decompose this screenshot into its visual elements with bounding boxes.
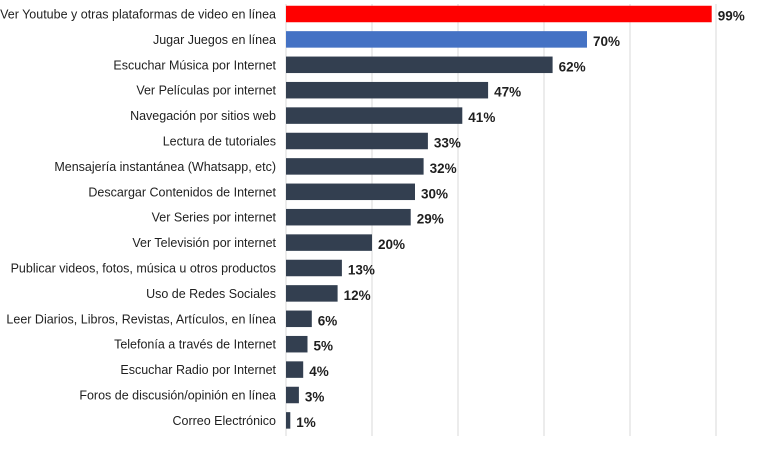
bar (286, 56, 553, 74)
bar (286, 208, 411, 226)
bar (286, 183, 415, 201)
value-label: 3% (305, 390, 325, 405)
category-label: Foros de discusión/opinión en línea (79, 389, 276, 403)
value-label: 33% (434, 136, 461, 151)
bar (286, 259, 342, 277)
category-label: Ver Televisión por internet (132, 236, 276, 250)
value-label: 99% (718, 9, 745, 24)
category-label: Telefonía a través de Internet (114, 338, 276, 352)
bar (286, 5, 712, 23)
bar (286, 310, 312, 328)
category-label: Publicar videos, fotos, música u otros p… (11, 262, 276, 276)
value-label: 62% (559, 59, 586, 74)
category-label: Ver Series por internet (152, 211, 277, 225)
category-label: Jugar Juegos en línea (153, 33, 276, 47)
bar (286, 81, 489, 99)
category-label: Ver Películas por internet (136, 84, 276, 98)
category-labels: Ver Youtube y otras plataformas de video… (0, 8, 276, 428)
value-label: 70% (593, 34, 620, 49)
value-label: 47% (494, 85, 521, 100)
bar (286, 234, 372, 251)
category-label: Mensajería instantánea (Whatsapp, etc) (54, 160, 276, 174)
bar (286, 285, 338, 302)
category-label: Descargar Contenidos de Internet (88, 185, 276, 199)
value-label: 6% (318, 313, 338, 328)
bar (286, 361, 304, 378)
value-label: 29% (417, 212, 444, 227)
value-label: 1% (296, 415, 316, 430)
category-label: Ver Youtube y otras plataformas de video… (0, 8, 276, 22)
value-label: 41% (468, 110, 495, 125)
value-labels: 99% 70% 62% 47% 41% 33% 32% 30% 29% 20%13% 12% 6% 5%… (296, 9, 744, 430)
category-label: Leer Diarios, Libros, Revistas, Artículo… (6, 312, 276, 326)
value-label: 5% (314, 339, 334, 354)
bars-group (286, 5, 712, 429)
bar (286, 107, 463, 124)
value-label: 20% (378, 237, 405, 252)
category-label: Escuchar Radio por Internet (120, 363, 276, 377)
bar (286, 386, 299, 404)
bar (286, 158, 424, 175)
bar (286, 335, 308, 353)
value-label: 32% (430, 161, 457, 176)
value-label: 30% (421, 186, 448, 201)
value-label: 13% (348, 263, 375, 278)
bar (286, 412, 291, 429)
value-label: 4% (309, 364, 329, 379)
bar (286, 31, 587, 48)
category-label: Navegación por sitios web (130, 109, 276, 123)
bar (286, 132, 428, 150)
value-label: 12% (344, 288, 371, 303)
category-label: Lectura de tutoriales (163, 135, 276, 149)
category-label: Uso de Redes Sociales (146, 287, 276, 301)
category-label: Escuchar Música por Internet (113, 58, 276, 72)
category-label: Correo Electrónico (172, 414, 276, 428)
